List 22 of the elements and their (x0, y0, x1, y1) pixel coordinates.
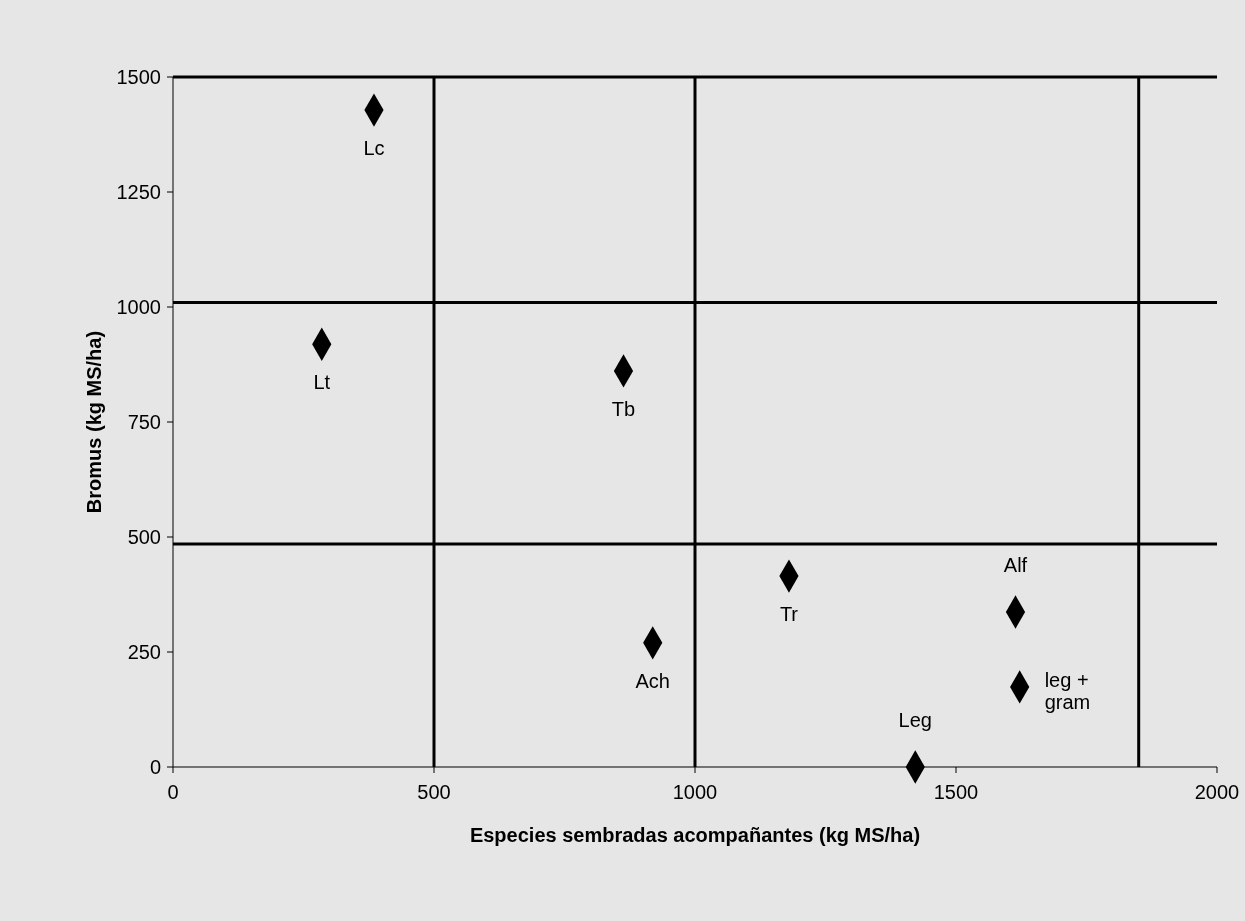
y-tick-label: 1000 (116, 296, 161, 318)
annotation: Leg (898, 709, 932, 731)
x-axis-title: Especies sembradas acompañantes (kg MS/ha) (469, 824, 921, 846)
y-axis-title: Bromus (kg MS/ha) (83, 330, 105, 514)
annotation: Ach (635, 669, 670, 692)
y-tick-label: 1500 (116, 66, 161, 88)
y-tick-label: 250 (127, 641, 161, 663)
y-tick-label: 1250 (116, 181, 161, 203)
x-tick-label: 2000 (1194, 781, 1240, 803)
annotation: Lc (363, 137, 385, 160)
x-tick-label: 0 (167, 781, 179, 803)
x-tick-label: 1000 (672, 781, 718, 803)
annotation: Alf (1003, 553, 1028, 576)
y-tick-label: 500 (127, 526, 161, 548)
annotation: Tr (779, 603, 799, 626)
y-tick-label: 750 (127, 411, 161, 433)
annotation: Lt (313, 371, 331, 394)
x-tick-label: 1500 (933, 781, 979, 803)
annotation: leg + gram (1044, 668, 1091, 713)
y-tick-label: 0 (149, 756, 161, 778)
annotation: Tb (611, 397, 636, 420)
x-tick-label: 500 (417, 781, 451, 803)
